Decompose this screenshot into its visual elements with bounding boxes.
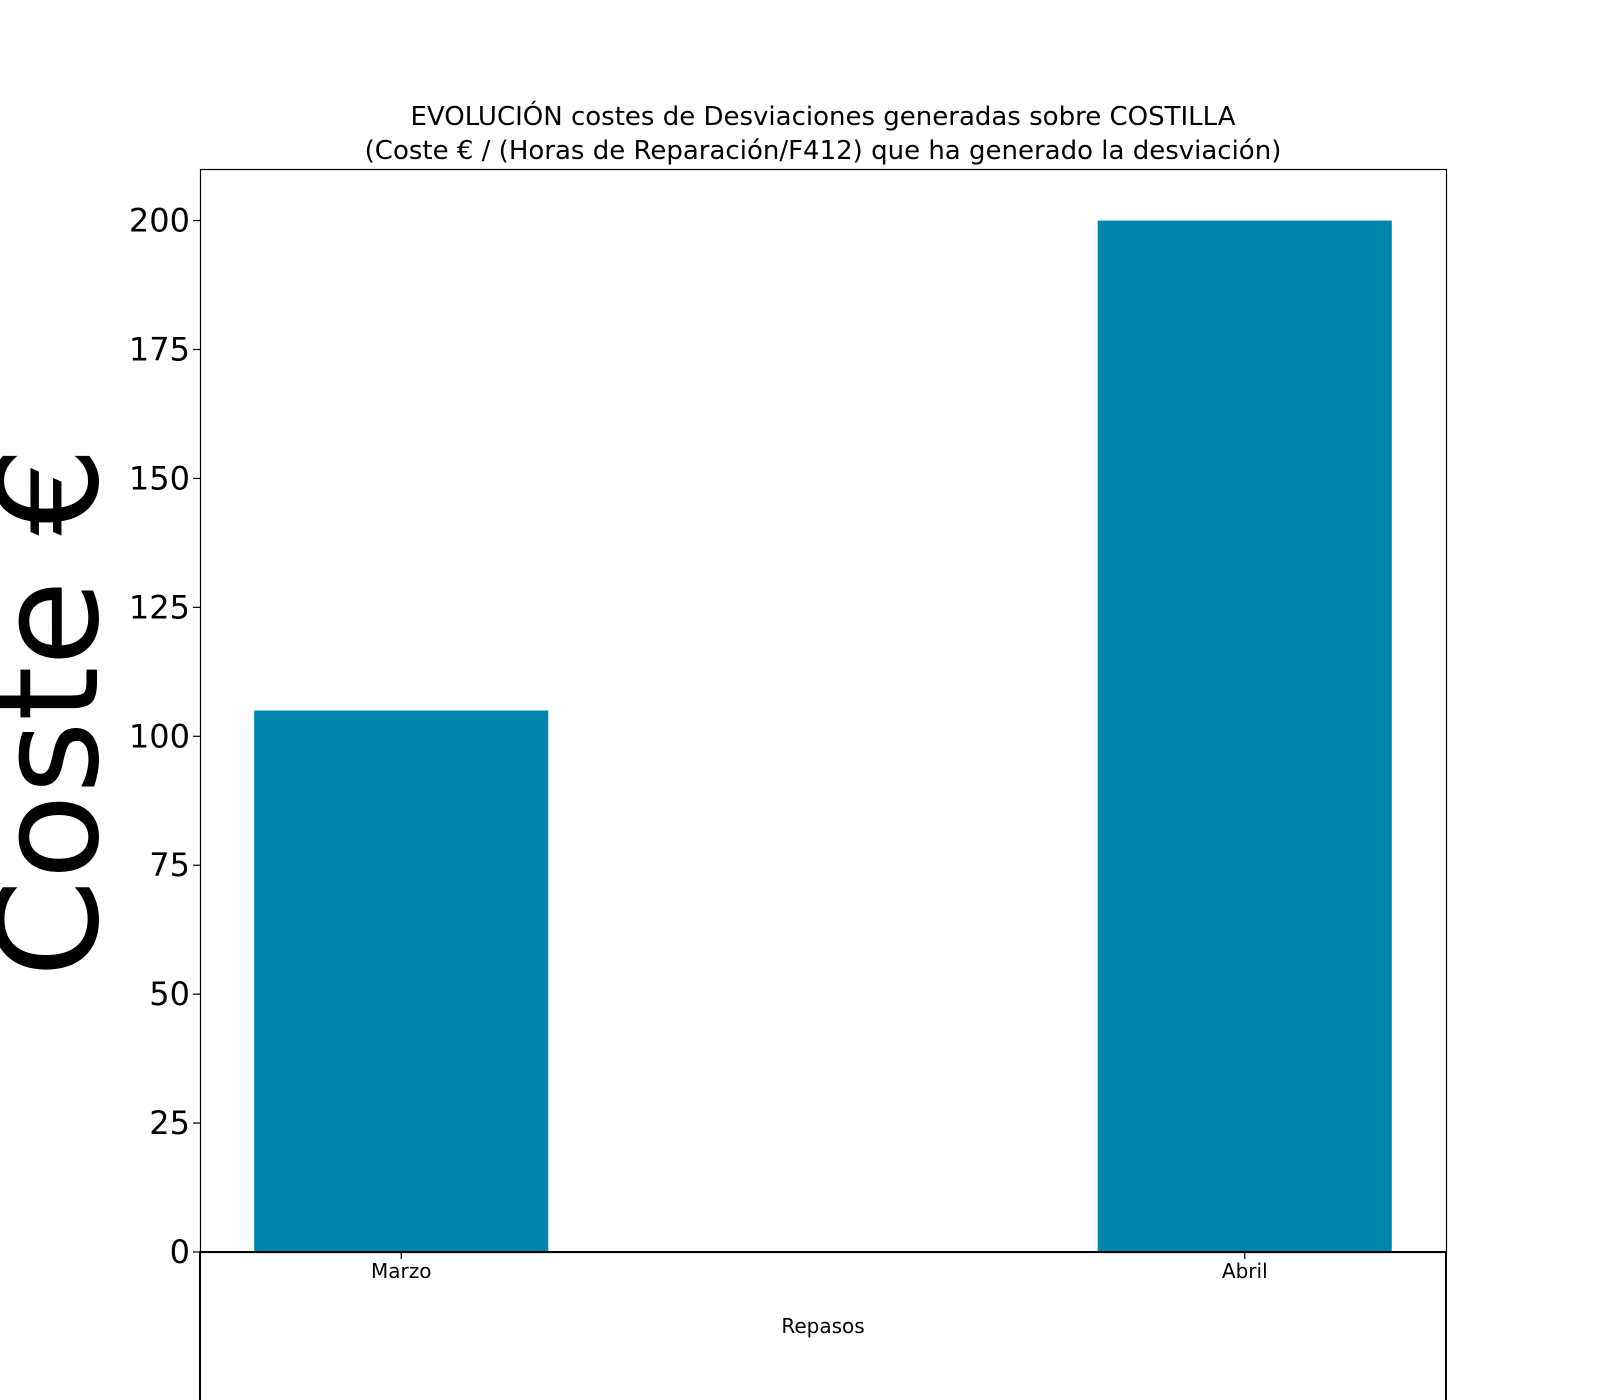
x-axis-label: Repasos [781, 1314, 864, 1338]
chart-title: EVOLUCIÓN costes de Desviaciones generad… [411, 100, 1236, 132]
chart-subtitle: (Coste € / (Horas de Reparación/F412) qu… [365, 136, 1282, 166]
y-axis: 0 25 50 75 100 125 150 175 200 [129, 202, 200, 1271]
y-tick-label: 175 [129, 331, 190, 369]
bar-marzo [254, 710, 549, 1252]
y-tick-label: 75 [149, 846, 190, 884]
bars-group [254, 220, 1392, 1253]
y-tick-label: 150 [129, 459, 190, 497]
y-tick-label: 100 [129, 717, 190, 755]
secondary-axes-frame [199, 1251, 1447, 1400]
x-tick-label-abril: Abril [1222, 1259, 1268, 1283]
y-tick-label: 0 [170, 1233, 190, 1271]
bar-abril [1097, 220, 1392, 1253]
y-tick-label: 25 [149, 1104, 190, 1142]
y-axis-label: Coste € [0, 447, 131, 978]
y-tick-label: 200 [129, 202, 190, 240]
y-tick-label: 125 [129, 588, 190, 626]
x-tick-label-marzo: Marzo [371, 1259, 431, 1283]
y-tick-label: 50 [149, 975, 190, 1013]
x-axis: Marzo Abril [371, 1252, 1268, 1283]
